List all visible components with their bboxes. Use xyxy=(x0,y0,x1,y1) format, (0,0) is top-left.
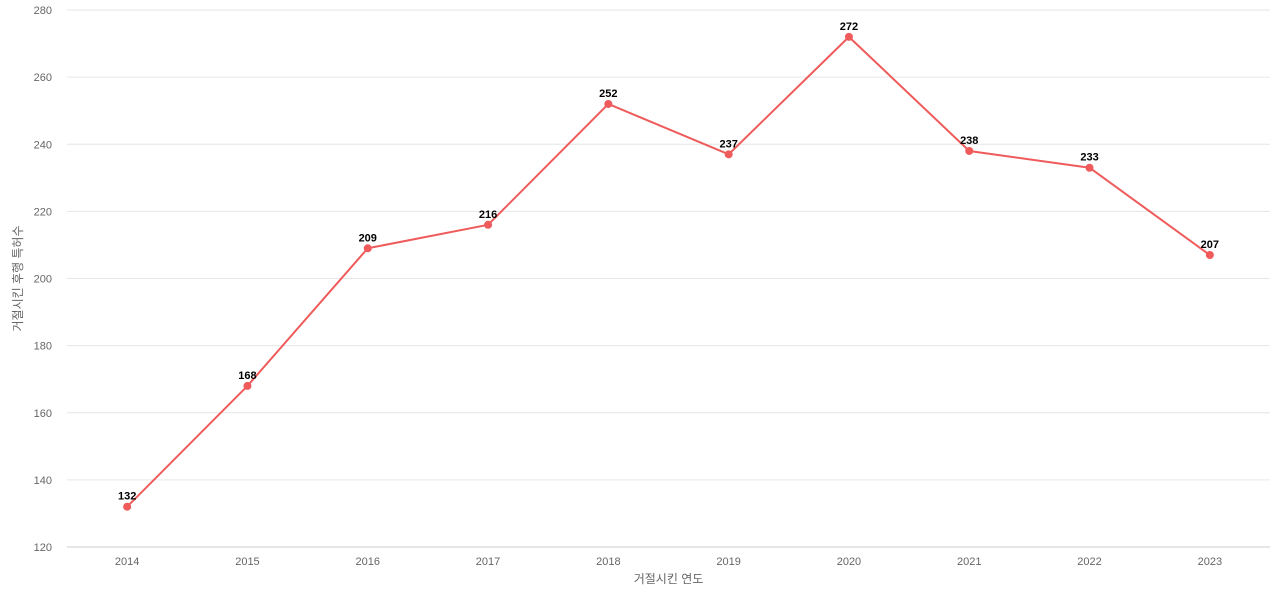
y-tick-label: 120 xyxy=(34,542,52,554)
gridlines xyxy=(67,9,1270,548)
y-tick-label: 200 xyxy=(34,274,52,286)
data-point xyxy=(243,381,252,390)
y-tick-label: 140 xyxy=(34,475,52,487)
x-axis-title: 거절시킨 연도 xyxy=(634,572,704,586)
series-line-group xyxy=(126,35,1211,508)
x-tick-label: 2015 xyxy=(235,556,259,568)
data-point xyxy=(844,32,853,41)
data-point xyxy=(604,99,613,108)
y-axis-ticks: 120 140 160 180 200 220 240 260 280 xyxy=(34,5,52,554)
x-tick-label: 2017 xyxy=(476,556,500,568)
y-tick-label: 180 xyxy=(34,341,52,353)
data-label: 237 xyxy=(719,138,737,150)
data-point xyxy=(363,244,372,253)
data-label: 252 xyxy=(599,88,617,100)
y-axis-title: 거절시킨 후행 특허수 xyxy=(10,225,25,331)
y-tick-label: 160 xyxy=(34,408,52,420)
x-tick-label: 2020 xyxy=(837,556,861,568)
data-points xyxy=(123,32,1214,511)
x-tick-label: 2014 xyxy=(115,556,139,568)
data-point xyxy=(965,146,974,155)
x-tick-label: 2022 xyxy=(1077,556,1101,568)
data-label: 216 xyxy=(479,209,497,221)
x-tick-label: 2019 xyxy=(716,556,740,568)
series-line xyxy=(126,35,1211,508)
y-tick-label: 280 xyxy=(34,5,52,17)
data-label: 132 xyxy=(118,491,136,503)
data-labels: 132 168 209 216 252 237 272 238 233 207 xyxy=(118,21,1219,503)
data-label: 238 xyxy=(960,135,978,147)
x-axis-ticks: 2014 2015 2016 2017 2018 2019 2020 2021 2022 2023 xyxy=(115,556,1222,568)
data-point xyxy=(724,150,733,159)
data-point xyxy=(484,220,493,229)
data-point xyxy=(1205,251,1214,260)
data-label: 168 xyxy=(238,370,256,382)
x-tick-label: 2021 xyxy=(957,556,981,568)
data-point xyxy=(1085,163,1094,172)
x-tick-label: 2023 xyxy=(1198,556,1222,568)
data-label: 233 xyxy=(1080,152,1098,164)
data-label: 209 xyxy=(359,232,377,244)
data-label: 207 xyxy=(1201,239,1219,251)
y-tick-label: 240 xyxy=(34,139,52,151)
x-tick-label: 2018 xyxy=(596,556,620,568)
y-tick-label: 260 xyxy=(34,72,52,84)
y-tick-label: 220 xyxy=(34,206,52,218)
data-label: 272 xyxy=(840,21,858,33)
x-tick-label: 2016 xyxy=(356,556,380,568)
data-point xyxy=(123,502,132,511)
